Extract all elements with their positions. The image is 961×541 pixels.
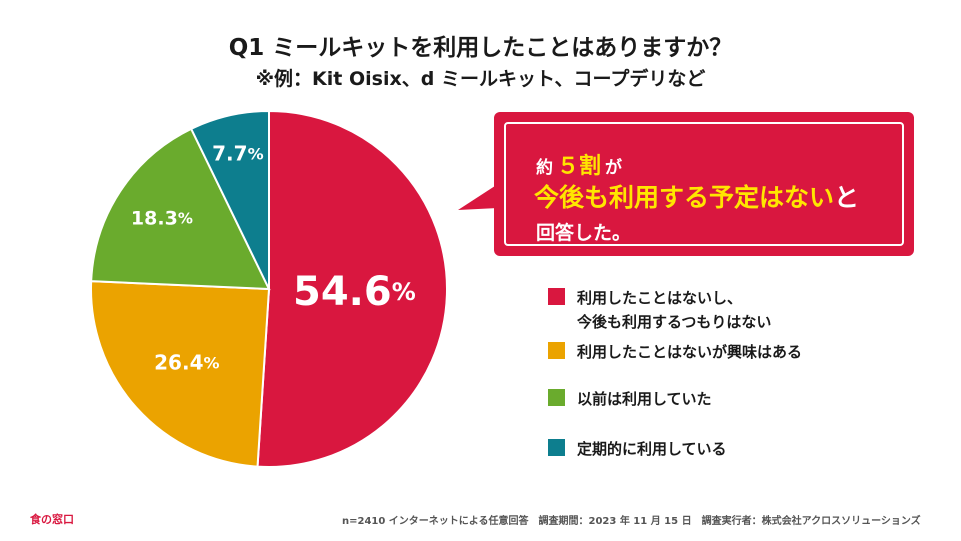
survey-note: n=2410 インターネットによる任意回答 調査期間：2023 年 11 月 1… bbox=[342, 516, 921, 527]
chart-subtitle: ※例：Kit Oisix、d ミールキット、コープデリなど bbox=[255, 68, 706, 90]
data-label-no-plan: 54.6% bbox=[293, 269, 416, 315]
callout-highlight-text: 今後も利用する予定はない bbox=[534, 183, 835, 212]
legend-item-interested: 利用したことはないが興味はある bbox=[548, 340, 802, 364]
callout-highlight-ratio: ５割 bbox=[557, 154, 602, 179]
legend-swatch bbox=[548, 389, 565, 406]
callout-tail bbox=[458, 184, 498, 210]
legend-swatch bbox=[548, 439, 565, 456]
legend-label: 定期的に利用している bbox=[577, 440, 727, 458]
legend-label: 利用したことはないが興味はある bbox=[577, 343, 803, 361]
callout-line-1: 約 ５割が bbox=[536, 154, 623, 179]
brand-logo-text: 食の窓口 bbox=[30, 513, 74, 526]
data-label-used-before: 18.3% bbox=[131, 208, 193, 230]
legend-label: 以前は利用していた bbox=[577, 390, 712, 408]
data-label-regular: 7.7% bbox=[212, 142, 263, 166]
legend-item-used-before: 以前は利用していた bbox=[548, 387, 712, 411]
legend-item-no-plan: 利用したことはないし、 今後も利用するつもりはない bbox=[548, 286, 771, 334]
data-label-interested: 26.4% bbox=[154, 351, 219, 375]
pie-slice-interested bbox=[90, 280, 271, 468]
chart-title: Q1 ミールキットを利用したことはありますか？ bbox=[228, 35, 733, 61]
callout-line-3: 回答した。 bbox=[536, 222, 632, 244]
legend-label: 利用したことはないし、 今後も利用するつもりはない bbox=[577, 289, 772, 331]
legend-swatch bbox=[548, 288, 565, 305]
pie-slice-regular bbox=[189, 109, 270, 290]
callout-box: 約 ５割が 今後も利用する予定はないと 回答した。 bbox=[494, 112, 914, 256]
callout-line-2: 今後も利用する予定はないと bbox=[534, 183, 860, 212]
legend-swatch bbox=[548, 342, 565, 359]
legend-item-regular: 定期的に利用している bbox=[548, 437, 727, 461]
pie-slice-used-before bbox=[90, 127, 271, 291]
pie-slice-no-plan bbox=[256, 109, 448, 468]
